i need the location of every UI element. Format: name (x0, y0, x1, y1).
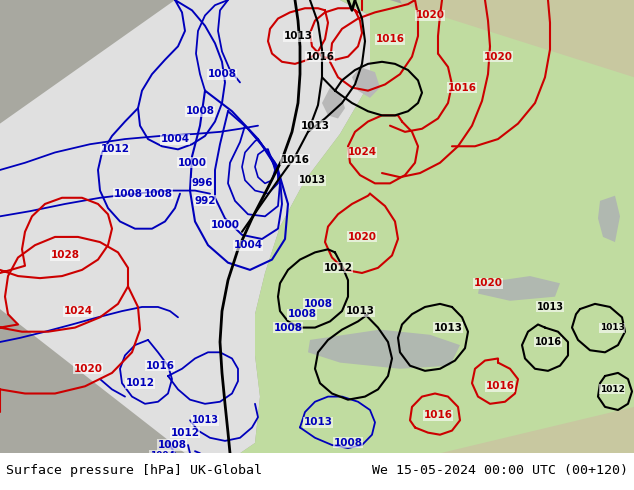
Text: 1016: 1016 (145, 361, 174, 371)
Text: 1024: 1024 (63, 306, 93, 316)
Text: 992: 992 (194, 196, 216, 206)
Text: 1008: 1008 (207, 69, 236, 79)
Polygon shape (0, 0, 634, 453)
Polygon shape (400, 0, 634, 206)
Text: 1008: 1008 (113, 189, 143, 198)
Text: 1013: 1013 (304, 417, 332, 427)
Text: 1000: 1000 (178, 158, 207, 168)
Polygon shape (308, 330, 460, 369)
Polygon shape (0, 0, 370, 453)
Text: 1012: 1012 (600, 385, 624, 394)
Text: 1008: 1008 (157, 440, 186, 450)
Text: 1012: 1012 (323, 263, 353, 273)
Text: 1012: 1012 (101, 145, 129, 154)
Text: 1016: 1016 (375, 34, 404, 44)
Text: 1004: 1004 (160, 134, 190, 144)
Text: 1020: 1020 (347, 232, 377, 242)
Text: 1008: 1008 (287, 309, 316, 319)
Text: 1012: 1012 (126, 378, 155, 388)
Polygon shape (380, 289, 634, 453)
Text: 1020: 1020 (474, 278, 503, 288)
Text: 1008: 1008 (186, 106, 214, 116)
Text: 996: 996 (191, 178, 213, 188)
Text: 1012: 1012 (171, 428, 200, 438)
Text: 1013: 1013 (600, 323, 624, 332)
Text: 1004: 1004 (150, 451, 174, 460)
Text: We 15-05-2024 00:00 UTC (00+120): We 15-05-2024 00:00 UTC (00+120) (372, 464, 628, 477)
Text: Surface pressure [hPa] UK-Global: Surface pressure [hPa] UK-Global (6, 464, 262, 477)
Text: 1004: 1004 (233, 240, 262, 250)
Text: 1020: 1020 (415, 10, 444, 21)
Polygon shape (478, 276, 560, 301)
Polygon shape (322, 88, 345, 119)
Text: 1016: 1016 (486, 381, 515, 392)
Text: 1016: 1016 (534, 337, 562, 347)
Text: 1008: 1008 (333, 438, 363, 448)
Text: 1016: 1016 (448, 82, 477, 93)
Text: 1013: 1013 (301, 121, 330, 131)
Text: 1000: 1000 (210, 220, 240, 229)
Text: 1016: 1016 (280, 155, 309, 165)
Text: 1013: 1013 (191, 416, 219, 425)
Text: 1013: 1013 (536, 302, 564, 312)
Polygon shape (598, 196, 620, 242)
Text: 1024: 1024 (347, 147, 377, 157)
Text: 1013: 1013 (434, 322, 462, 333)
Text: 1013: 1013 (346, 306, 375, 316)
Text: 1020: 1020 (74, 364, 103, 374)
Text: 1028: 1028 (51, 250, 79, 261)
Polygon shape (240, 0, 634, 453)
Text: 1008: 1008 (273, 322, 302, 333)
Text: 1020: 1020 (484, 51, 512, 62)
Text: 1008: 1008 (304, 299, 332, 309)
Text: 1016: 1016 (306, 51, 335, 62)
Text: 1013: 1013 (299, 175, 325, 185)
Text: 1008: 1008 (143, 189, 172, 198)
Polygon shape (352, 67, 380, 98)
Text: 1016: 1016 (424, 410, 453, 420)
Text: 1013: 1013 (283, 31, 313, 41)
